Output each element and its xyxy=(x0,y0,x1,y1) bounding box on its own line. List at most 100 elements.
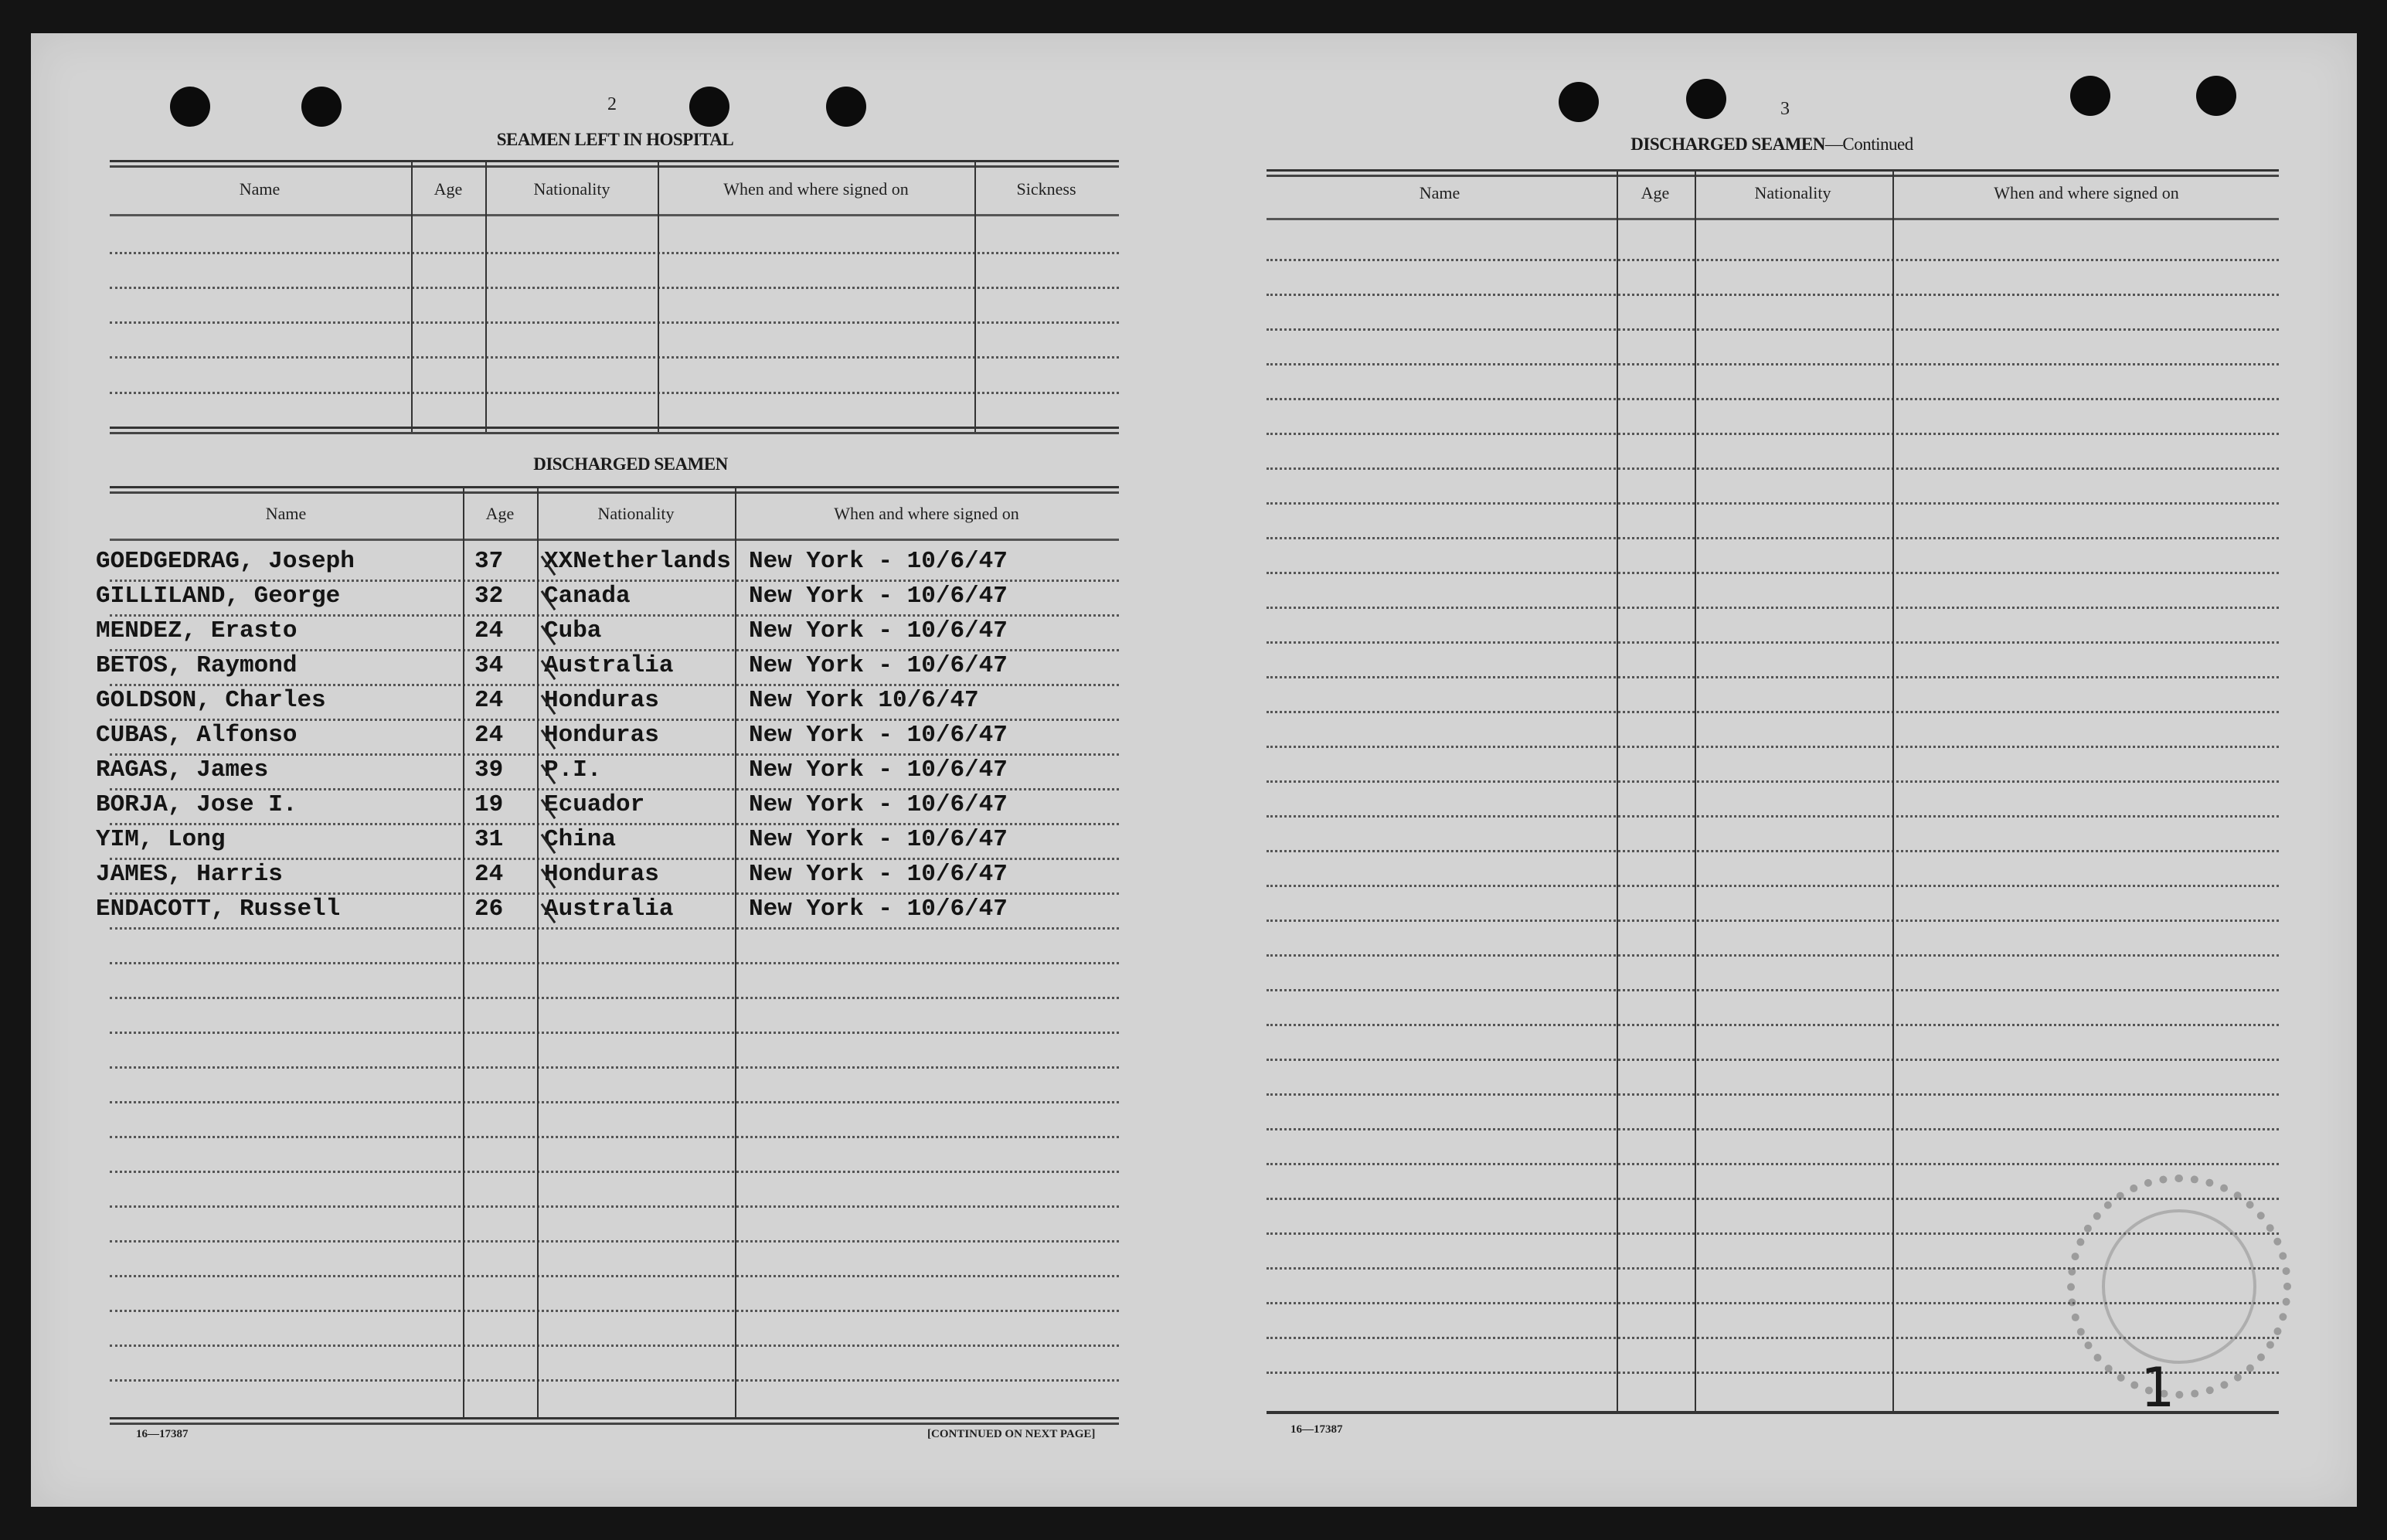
dotted-row-line xyxy=(1267,1302,2279,1304)
cell-age: 24 xyxy=(474,687,504,714)
table-row: BETOS, Raymond 34 Australia New York - 10/6… xyxy=(0,652,1128,683)
cell-age: 39 xyxy=(474,756,504,784)
cell-name: BETOS, Raymond xyxy=(96,652,298,679)
discharged-col-signed-on: When and where signed on xyxy=(834,504,1019,523)
continued-top-rule xyxy=(1267,169,2279,177)
dotted-row-line xyxy=(110,788,1119,790)
dotted-row-line xyxy=(110,962,1119,964)
hospital-col-name: Name xyxy=(239,179,281,199)
cell-signed-on: New York - 10/6/47 xyxy=(749,652,1008,679)
handwritten-mark: 1 xyxy=(2140,1356,2175,1419)
column-divider xyxy=(658,161,659,432)
column-divider xyxy=(1695,171,1696,1411)
punch-hole xyxy=(1686,79,1726,119)
table-row: GOLDSON, Charles 24 Honduras New York 10/6/… xyxy=(0,687,1128,718)
cell-age: 24 xyxy=(474,617,504,644)
cell-name: BORJA, Jose I. xyxy=(96,791,298,818)
circular-stamp-inner xyxy=(2102,1209,2256,1364)
cell-signed-on: New York - 10/6/47 xyxy=(749,617,1008,644)
cell-age: 24 xyxy=(474,861,504,888)
dotted-row-line xyxy=(110,1101,1119,1103)
cell-nationality: XXNetherlands xyxy=(544,548,731,575)
dotted-row-line xyxy=(1267,433,2279,435)
continued-title-suffix: —Continued xyxy=(1824,134,1913,154)
table-row: JAMES, Harris 24 Honduras New York - 10/6/4… xyxy=(0,861,1128,892)
dotted-row-line xyxy=(110,1275,1119,1277)
cell-signed-on: New York - 10/6/47 xyxy=(749,756,1008,784)
dotted-row-line xyxy=(1267,1198,2279,1200)
cell-nationality: Australia xyxy=(544,652,674,679)
dotted-row-line xyxy=(1267,259,2279,261)
dotted-row-line xyxy=(110,392,1119,394)
dotted-row-line xyxy=(110,753,1119,756)
table-row: YIM, Long 31 China New York - 10/6/47 xyxy=(0,826,1128,857)
punch-hole xyxy=(689,87,729,127)
dotted-row-line xyxy=(1267,537,2279,539)
continued-col-signed-on: When and where signed on xyxy=(1994,183,2179,202)
cell-name: MENDEZ, Erasto xyxy=(96,617,298,644)
dotted-row-line xyxy=(1267,641,2279,644)
dotted-row-line xyxy=(1267,954,2279,957)
cell-signed-on: New York - 10/6/47 xyxy=(749,548,1008,575)
punch-hole xyxy=(2196,76,2236,116)
cell-signed-on: New York 10/6/47 xyxy=(749,687,979,714)
dotted-row-line xyxy=(110,1066,1119,1069)
punch-hole xyxy=(301,87,342,127)
dotted-row-line xyxy=(110,823,1119,825)
dotted-row-line xyxy=(1267,1163,2279,1165)
column-divider xyxy=(735,488,736,1419)
dotted-row-line xyxy=(110,1240,1119,1243)
continued-col-name: Name xyxy=(1419,183,1460,202)
cell-nationality: Honduras xyxy=(544,687,659,714)
dotted-row-line xyxy=(110,580,1119,582)
cell-nationality: Canada xyxy=(544,583,631,610)
column-divider xyxy=(974,161,976,432)
dotted-row-line xyxy=(1267,746,2279,748)
cell-signed-on: New York - 10/6/47 xyxy=(749,583,1008,610)
form-number-left: 16—17387 xyxy=(136,1428,189,1440)
cell-signed-on: New York - 10/6/47 xyxy=(749,722,1008,749)
cell-name: ENDACOTT, Russell xyxy=(96,896,341,923)
dotted-row-line xyxy=(1267,780,2279,783)
continued-note: [CONTINUED ON NEXT PAGE] xyxy=(927,1428,1096,1440)
cell-age: 37 xyxy=(474,548,504,575)
table-row: MENDEZ, Erasto 24 Cuba New York - 10/6/47 xyxy=(0,617,1128,648)
dotted-row-line xyxy=(1267,1093,2279,1096)
cell-nationality: China xyxy=(544,826,617,853)
dotted-row-line xyxy=(110,719,1119,721)
dotted-row-line xyxy=(1267,850,2279,852)
cell-nationality: Honduras xyxy=(544,722,659,749)
continued-title-main: DISCHARGED SEAMEN xyxy=(1630,134,1825,154)
dotted-row-line xyxy=(1267,1024,2279,1026)
dotted-row-line xyxy=(1267,920,2279,922)
dotted-row-line xyxy=(110,287,1119,289)
dotted-row-line xyxy=(1267,607,2279,609)
hospital-col-signed-on: When and where signed on xyxy=(723,179,909,199)
dotted-row-line xyxy=(1267,398,2279,400)
dotted-row-line xyxy=(1267,989,2279,991)
hospital-col-sickness: Sickness xyxy=(1016,179,1076,199)
discharged-section-title: DISCHARGED SEAMEN xyxy=(533,454,728,474)
punch-hole xyxy=(170,87,210,127)
cell-name: GILLILAND, George xyxy=(96,583,341,610)
dotted-row-line xyxy=(110,252,1119,254)
dotted-row-line xyxy=(110,356,1119,359)
table-row: BORJA, Jose I. 19 Ecuador New York - 10/6/4… xyxy=(0,791,1128,822)
dotted-row-line xyxy=(110,1310,1119,1312)
cell-age: 34 xyxy=(474,652,504,679)
discharged-top-rule xyxy=(110,486,1119,494)
dotted-row-line xyxy=(1267,502,2279,505)
discharged-col-nationality: Nationality xyxy=(597,504,675,523)
dotted-row-line xyxy=(110,1379,1119,1382)
dotted-row-line xyxy=(1267,711,2279,713)
discharged-header-rule xyxy=(110,539,1119,541)
punch-hole xyxy=(826,87,866,127)
cell-age: 19 xyxy=(474,791,504,818)
continued-col-nationality: Nationality xyxy=(1754,183,1831,202)
dotted-row-line xyxy=(1267,885,2279,887)
dotted-row-line xyxy=(1267,1059,2279,1061)
discharged-col-age: Age xyxy=(485,504,515,523)
page-number-left: 2 xyxy=(607,94,617,114)
table-row: GOEDGEDRAG, Joseph 37 XXNetherlands New Yor… xyxy=(0,548,1128,579)
cell-signed-on: New York - 10/6/47 xyxy=(749,861,1008,888)
